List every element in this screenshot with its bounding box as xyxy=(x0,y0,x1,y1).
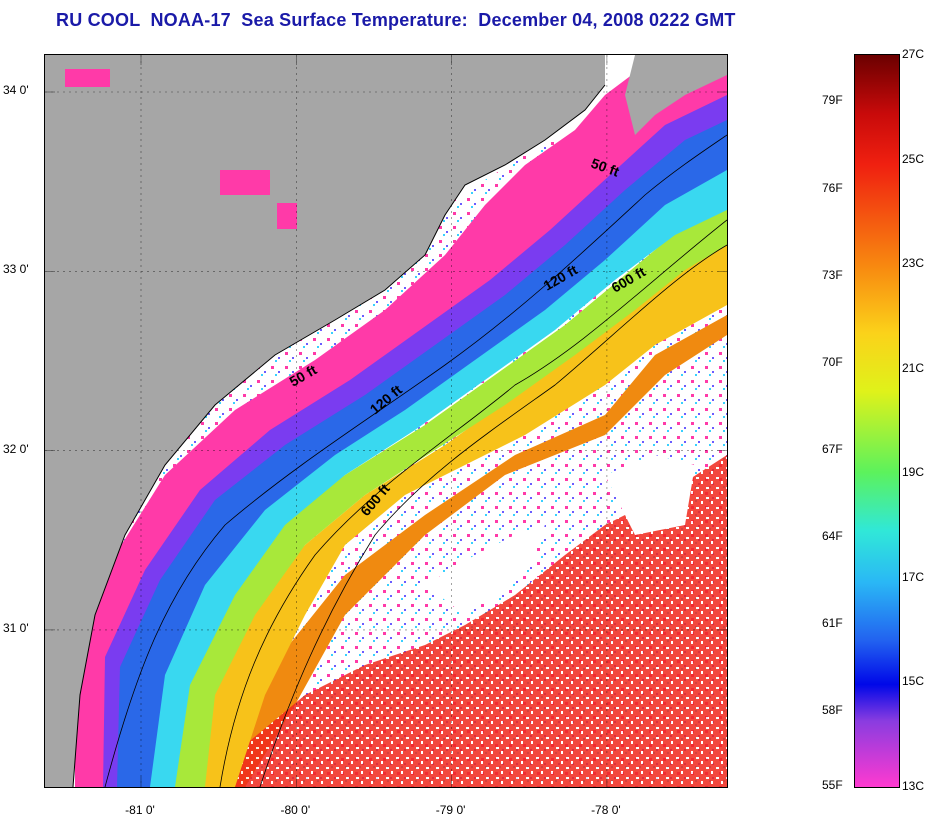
celsius-label: 23C xyxy=(902,256,925,271)
temperature-colorbar xyxy=(854,54,900,788)
celsius-label: 15C xyxy=(902,674,925,689)
map-title: RU COOL NOAA-17 Sea Surface Temperature:… xyxy=(56,10,736,30)
longitude-tick-label: -79 0' xyxy=(435,803,466,817)
fahrenheit-label: 58F xyxy=(822,703,843,718)
latitude-tick-label: 32 0' xyxy=(3,441,29,456)
celsius-label: 27C xyxy=(902,47,925,61)
transition-water xyxy=(165,205,727,787)
fahrenheit-label: 73F xyxy=(822,267,843,282)
longitude-tick-label: -81 0' xyxy=(125,803,155,817)
celsius-label: 21C xyxy=(902,360,925,375)
longitude-tick-label: -80 0' xyxy=(280,803,311,817)
colorbar-gradient xyxy=(855,55,899,787)
fahrenheit-label: 55F xyxy=(822,778,843,792)
inland-water-patch xyxy=(65,69,110,87)
contour-600ft xyxy=(259,244,727,787)
fahrenheit-label: 61F xyxy=(822,616,843,631)
celsius-label: 17C xyxy=(902,569,925,584)
fahrenheit-label: 79F xyxy=(822,93,843,108)
fahrenheit-label: 76F xyxy=(822,180,843,195)
warm-front-band xyxy=(205,315,727,787)
contour-50ft xyxy=(104,134,727,787)
cloud-patch xyxy=(605,455,695,535)
latitude-tick-label: 33 0' xyxy=(3,262,29,277)
cloud-patch xyxy=(425,525,545,615)
coastline xyxy=(72,84,606,787)
fahrenheit-label: 70F xyxy=(822,354,843,369)
sst-map-canvas: 50 ft 50 ft 120 ft 120 ft 600 ft 600 ft xyxy=(45,55,727,787)
longitude-tick-label: -78 0' xyxy=(591,803,621,817)
latitude-tick-label: 34 0' xyxy=(3,83,29,97)
inner-shelf-cool-water xyxy=(140,165,727,787)
land-mass-northeast xyxy=(625,55,727,135)
celsius-label: 13C xyxy=(902,779,925,793)
gulf-stream-warm-region xyxy=(215,455,727,787)
fahrenheit-label: 64F xyxy=(822,529,843,544)
inland-water-patch xyxy=(277,203,297,229)
fahrenheit-label: 67F xyxy=(822,442,843,457)
mid-shelf-water xyxy=(185,235,727,787)
celsius-label: 19C xyxy=(902,465,925,480)
land-mass xyxy=(45,55,605,787)
lat-lon-grid xyxy=(45,55,727,787)
contour-120ft xyxy=(219,219,727,787)
celsius-label: 25C xyxy=(902,151,925,166)
sst-map[interactable]: 50 ft 50 ft 120 ft 120 ft 600 ft 600 ft xyxy=(44,54,728,788)
latitude-tick-label: 31 0' xyxy=(3,620,29,635)
cold-nearshore-water xyxy=(115,115,727,787)
inland-water-patch xyxy=(220,170,270,195)
